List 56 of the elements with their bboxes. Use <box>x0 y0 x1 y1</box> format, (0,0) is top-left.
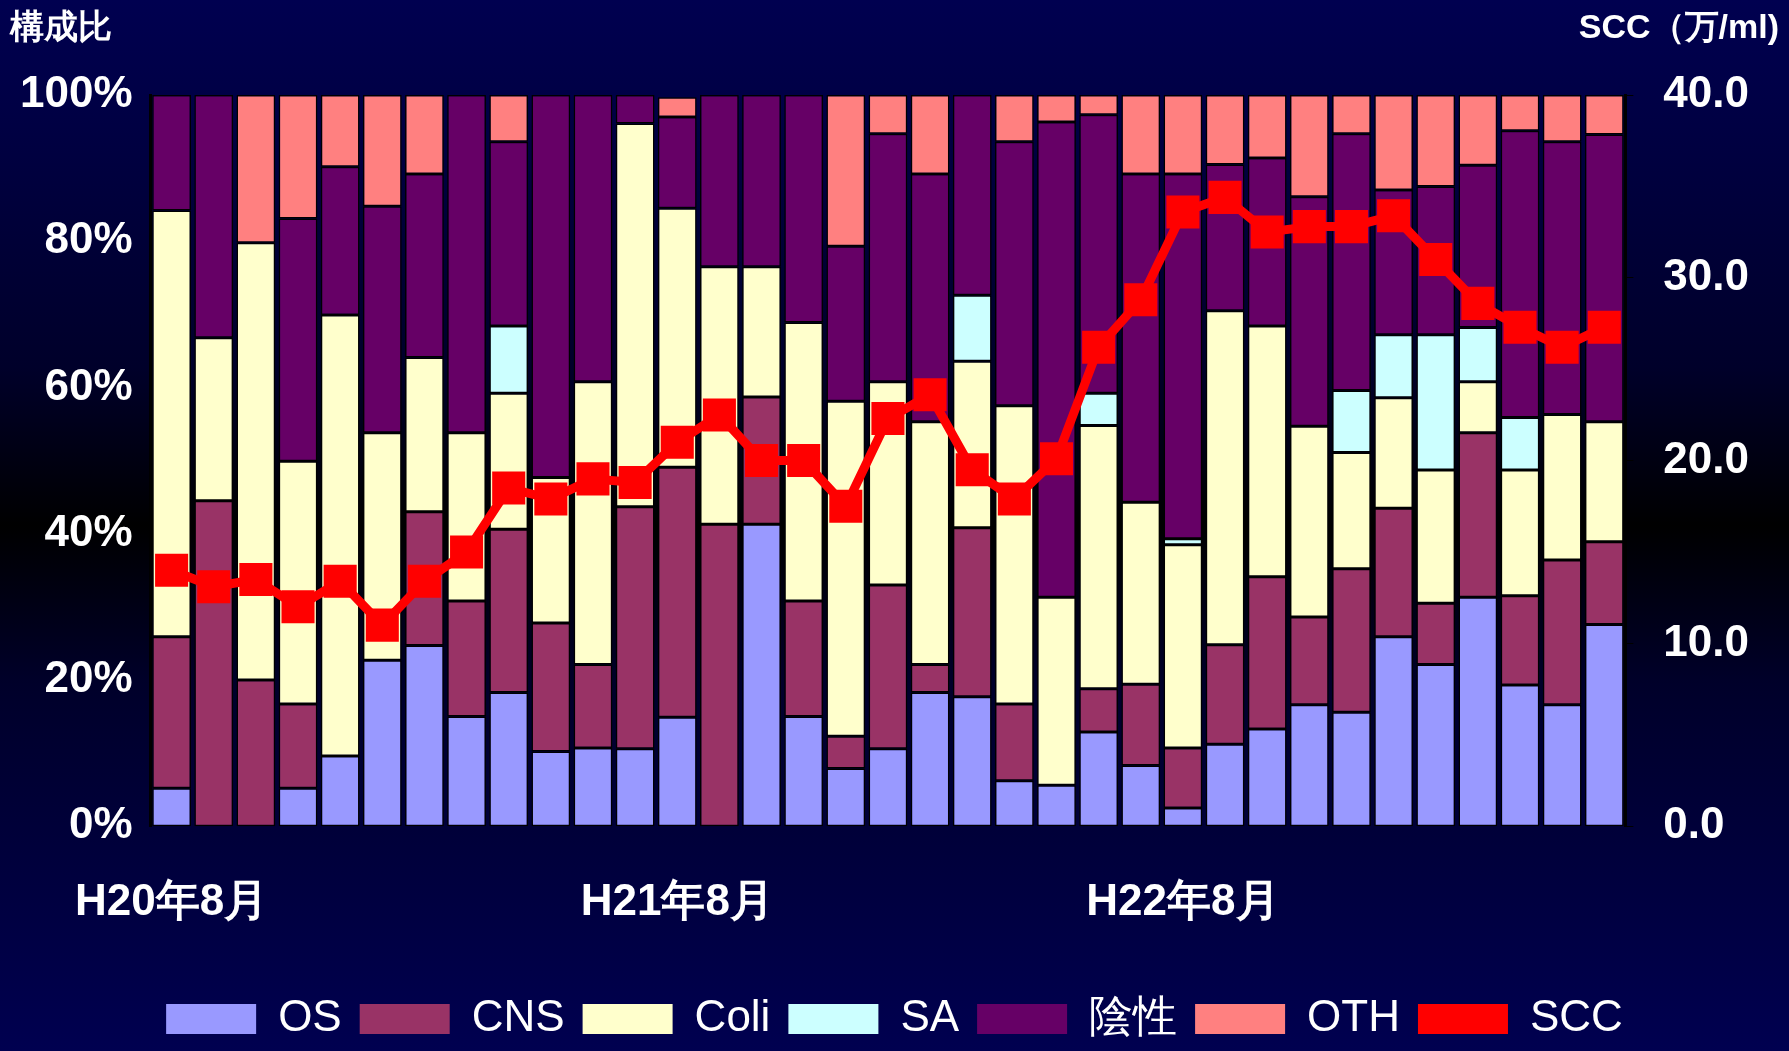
point <box>492 471 526 505</box>
point <box>997 482 1031 516</box>
legend-label: Coli <box>694 991 771 1041</box>
y2-tick-label: 20.0 <box>1663 432 1749 482</box>
y2-axis-title: SCC（万/ml) <box>1578 7 1779 46</box>
y2-tick-label: 40.0 <box>1663 67 1749 117</box>
x-tick-label: H20年8月 <box>75 874 269 924</box>
point <box>534 482 568 516</box>
point <box>239 562 273 596</box>
point <box>1334 210 1368 244</box>
point <box>1250 215 1284 249</box>
legend-label: OS <box>278 991 342 1041</box>
point <box>618 466 652 500</box>
point <box>1082 330 1116 364</box>
x-tick-label: H21年8月 <box>580 874 774 924</box>
point <box>450 535 484 569</box>
x-tick-label: H22年8月 <box>1086 874 1280 924</box>
point <box>1166 195 1200 229</box>
point <box>702 398 736 432</box>
point <box>1419 243 1453 277</box>
y-axis-title: 構成比 <box>9 7 112 46</box>
point <box>660 425 694 459</box>
legend-label: OTH <box>1307 991 1400 1041</box>
point <box>1461 286 1495 320</box>
point <box>1503 310 1537 344</box>
y-tick-label: 20% <box>44 652 133 702</box>
point <box>1587 310 1621 344</box>
y2-tick-label: 10.0 <box>1663 615 1749 665</box>
point <box>913 378 947 412</box>
y-tick-label: 100% <box>19 67 133 117</box>
y-tick-label: 0% <box>68 798 133 848</box>
legend-label: SCC <box>1529 991 1623 1041</box>
y-tick-label: 60% <box>44 359 133 409</box>
point <box>829 489 863 523</box>
point <box>955 453 989 487</box>
y2-tick-label: 30.0 <box>1663 249 1749 299</box>
legend-label: SA <box>900 991 960 1041</box>
point <box>155 553 189 587</box>
point <box>281 590 315 624</box>
point <box>1377 199 1411 233</box>
point <box>576 462 610 496</box>
y2-tick-label: 0.0 <box>1663 798 1725 848</box>
point <box>1039 442 1074 476</box>
point <box>365 608 399 642</box>
point <box>1292 210 1326 244</box>
point <box>1208 180 1242 214</box>
y-tick-label: 80% <box>44 213 133 263</box>
y-tick-label: 40% <box>44 505 133 555</box>
legend-label: CNS <box>471 991 565 1041</box>
point <box>323 564 357 598</box>
point <box>1545 330 1579 364</box>
point <box>1124 283 1158 317</box>
point <box>871 402 905 436</box>
legend-label: 陰性 <box>1089 991 1178 1041</box>
point <box>197 570 231 604</box>
point <box>787 444 821 478</box>
